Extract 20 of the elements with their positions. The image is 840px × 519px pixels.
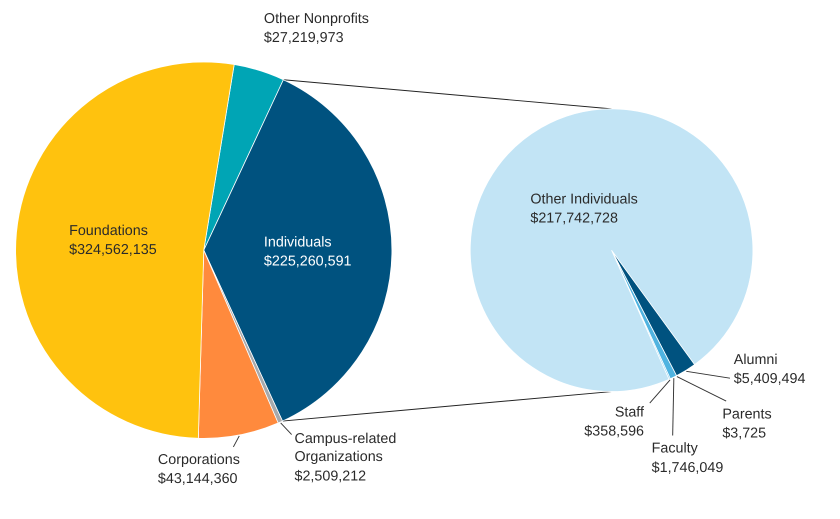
data-label: $324,562,135 bbox=[69, 242, 157, 258]
data-label: $1,746,049 bbox=[652, 460, 724, 476]
slice-label: Staff bbox=[614, 404, 644, 420]
data-label: $217,742,728 bbox=[530, 210, 618, 227]
slice-label: Other Individuals bbox=[530, 191, 638, 208]
data-label: $3,725 bbox=[722, 425, 766, 442]
slice-label: Individuals bbox=[264, 234, 332, 250]
data-label: $27,219,973 bbox=[264, 30, 344, 46]
slice-label: Parents bbox=[722, 406, 772, 422]
slice-label: Campus-related Organizations bbox=[294, 431, 396, 466]
slice-label: Corporations bbox=[158, 452, 240, 468]
slice-label: Other Nonprofits bbox=[264, 10, 369, 27]
slice-label: Foundations bbox=[69, 222, 148, 239]
data-label: $358,596 bbox=[584, 423, 644, 440]
data-label: $5,409,494 bbox=[734, 370, 806, 387]
data-label: $2,509,212 bbox=[294, 468, 366, 484]
data-label: $225,260,591 bbox=[264, 253, 352, 270]
data-label: $43,144,360 bbox=[158, 471, 238, 488]
slice-label: Faculty bbox=[652, 440, 699, 457]
slice-label: Alumni bbox=[734, 352, 778, 368]
